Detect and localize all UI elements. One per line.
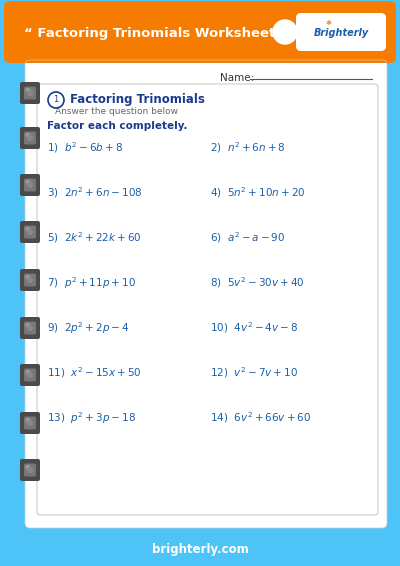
Ellipse shape	[28, 91, 32, 96]
Text: Name:: Name:	[220, 73, 254, 83]
Text: Brighterly: Brighterly	[313, 28, 369, 38]
FancyBboxPatch shape	[24, 321, 36, 335]
FancyBboxPatch shape	[24, 368, 36, 381]
Text: 12)  $v^2 - 7v + 10$: 12) $v^2 - 7v + 10$	[210, 366, 298, 380]
Text: 11)  $x^2 - 15x + 50$: 11) $x^2 - 15x + 50$	[47, 366, 142, 380]
Text: 9)  $2p^2 + 2p - 4$: 9) $2p^2 + 2p - 4$	[47, 320, 130, 336]
Text: 4)  $5n^2 + 10n + 20$: 4) $5n^2 + 10n + 20$	[210, 186, 306, 200]
FancyBboxPatch shape	[24, 131, 36, 144]
FancyBboxPatch shape	[20, 412, 40, 434]
FancyBboxPatch shape	[24, 178, 36, 191]
FancyBboxPatch shape	[296, 13, 386, 51]
FancyBboxPatch shape	[24, 464, 36, 477]
Text: *: *	[326, 20, 332, 30]
Ellipse shape	[28, 468, 32, 473]
FancyBboxPatch shape	[24, 87, 36, 100]
Ellipse shape	[28, 372, 32, 378]
Ellipse shape	[26, 324, 30, 327]
FancyBboxPatch shape	[20, 221, 40, 243]
Ellipse shape	[26, 88, 30, 92]
Ellipse shape	[26, 418, 30, 422]
FancyBboxPatch shape	[20, 82, 40, 104]
Ellipse shape	[26, 181, 30, 183]
Text: 2)  $n^2 + 6n + 8$: 2) $n^2 + 6n + 8$	[210, 140, 286, 156]
Text: 10)  $4v^2 - 4v - 8$: 10) $4v^2 - 4v - 8$	[210, 320, 298, 336]
Text: Answer the question below: Answer the question below	[55, 108, 178, 117]
Text: 13)  $p^2 + 3p - 18$: 13) $p^2 + 3p - 18$	[47, 410, 136, 426]
Text: 1: 1	[53, 96, 59, 105]
FancyBboxPatch shape	[20, 317, 40, 339]
FancyBboxPatch shape	[24, 417, 36, 430]
FancyBboxPatch shape	[4, 1, 396, 63]
Text: Factor each completely.: Factor each completely.	[47, 121, 188, 131]
Ellipse shape	[28, 182, 32, 187]
Ellipse shape	[28, 229, 32, 234]
Text: 8)  $5v^2 - 30v + 40$: 8) $5v^2 - 30v + 40$	[210, 276, 305, 290]
Text: Factoring Trinomials: Factoring Trinomials	[70, 93, 205, 106]
Ellipse shape	[28, 325, 32, 331]
Ellipse shape	[26, 371, 30, 374]
FancyBboxPatch shape	[20, 269, 40, 291]
Circle shape	[273, 20, 297, 44]
FancyBboxPatch shape	[20, 364, 40, 386]
Text: brighterly.com: brighterly.com	[152, 543, 248, 556]
Ellipse shape	[28, 277, 32, 282]
FancyBboxPatch shape	[20, 174, 40, 196]
Text: 7)  $p^2 + 11p + 10$: 7) $p^2 + 11p + 10$	[47, 275, 136, 291]
Ellipse shape	[26, 276, 30, 278]
Text: 5)  $2k^2 + 22k + 60$: 5) $2k^2 + 22k + 60$	[47, 230, 142, 246]
Text: 3)  $2n^2 + 6n - 108$: 3) $2n^2 + 6n - 108$	[47, 186, 142, 200]
FancyBboxPatch shape	[24, 273, 36, 286]
Ellipse shape	[26, 228, 30, 230]
Circle shape	[48, 92, 64, 108]
Ellipse shape	[28, 421, 32, 426]
FancyBboxPatch shape	[20, 459, 40, 481]
Ellipse shape	[26, 134, 30, 136]
Text: 6)  $a^2 - a - 90$: 6) $a^2 - a - 90$	[210, 230, 285, 246]
Text: 14)  $6v^2 + 66v + 60$: 14) $6v^2 + 66v + 60$	[210, 410, 311, 426]
Ellipse shape	[26, 465, 30, 469]
FancyBboxPatch shape	[20, 127, 40, 149]
FancyBboxPatch shape	[37, 84, 378, 515]
Text: 1)  $b^2 - 6b + 8$: 1) $b^2 - 6b + 8$	[47, 140, 123, 156]
Text: “ Factoring Trinomials Worksheets: “ Factoring Trinomials Worksheets	[24, 27, 283, 40]
FancyBboxPatch shape	[25, 60, 387, 528]
FancyBboxPatch shape	[24, 225, 36, 238]
Ellipse shape	[28, 135, 32, 140]
